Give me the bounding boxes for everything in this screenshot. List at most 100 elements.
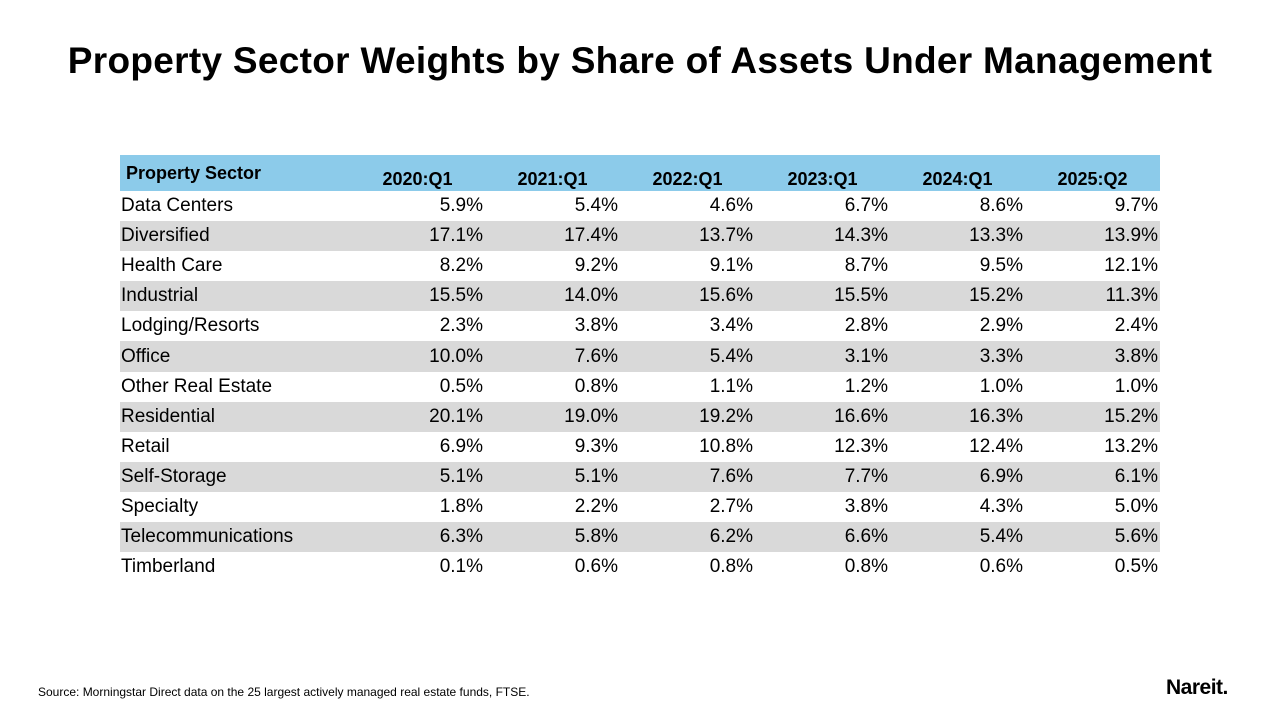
sector-label: Lodging/Resorts: [121, 315, 260, 337]
value-cell: 19.0%: [485, 401, 620, 432]
value-cell: 15.5%: [350, 281, 485, 312]
table-row: Data Centers 5.9% 5.4% 4.6% 6.7% 8.6% 9.7%: [120, 191, 1160, 221]
table-row: Retail 6.9% 9.3% 10.8% 12.3% 12.4% 13.2%: [120, 432, 1160, 462]
value-cell: 15.6%: [620, 281, 755, 312]
table-row: Diversified 17.1% 17.4% 13.7% 14.3% 13.3% 13.9…: [120, 221, 1160, 252]
value-cell: 0.8%: [844, 556, 888, 578]
column-header-period: 2020:Q1: [350, 155, 485, 191]
table-header-row: Property Sector 2020:Q1 2021:Q1 2022:Q1 2023…: [120, 155, 1160, 191]
value-cell: 16.3%: [890, 401, 1025, 432]
value-cell: 1.1%: [709, 375, 753, 397]
value-cell: 0.8%: [709, 556, 753, 578]
value-cell: 5.9%: [439, 195, 483, 217]
value-cell: 9.7%: [1114, 195, 1158, 217]
sector-label: Other Real Estate: [121, 375, 273, 397]
sector-weights-table: Property Sector 2020:Q1 2021:Q1 2022:Q1 2023…: [120, 155, 1160, 582]
value-cell: 12.4%: [969, 435, 1023, 457]
value-cell: 14.3%: [755, 221, 890, 252]
value-cell: 2.4%: [1114, 315, 1158, 337]
value-cell: 19.2%: [620, 401, 755, 432]
value-cell: 16.6%: [755, 401, 890, 432]
column-header-period: 2025:Q2: [1025, 155, 1160, 191]
column-header-sector: Property Sector: [120, 155, 350, 191]
value-cell: 8.7%: [844, 255, 888, 277]
sector-label: Diversified: [120, 221, 350, 252]
value-cell: 0.8%: [574, 375, 618, 397]
value-cell: 6.9%: [890, 461, 1025, 492]
value-cell: 13.9%: [1025, 221, 1160, 252]
value-cell: 13.3%: [890, 221, 1025, 252]
value-cell: 6.1%: [1025, 461, 1160, 492]
column-header-period: 2024:Q1: [890, 155, 1025, 191]
value-cell: 1.0%: [979, 375, 1023, 397]
value-cell: 3.8%: [1025, 341, 1160, 372]
value-cell: 13.7%: [620, 221, 755, 252]
value-cell: 5.8%: [485, 522, 620, 553]
value-cell: 0.1%: [439, 556, 483, 578]
value-cell: 3.1%: [755, 341, 890, 372]
value-cell: 5.6%: [1025, 522, 1160, 553]
value-cell: 17.4%: [485, 221, 620, 252]
value-cell: 6.6%: [755, 522, 890, 553]
value-cell: 5.0%: [1114, 495, 1158, 517]
value-cell: 4.3%: [979, 495, 1023, 517]
value-cell: 10.0%: [350, 341, 485, 372]
value-cell: 2.9%: [979, 315, 1023, 337]
value-cell: 15.5%: [755, 281, 890, 312]
table-row: Other Real Estate 0.5% 0.8% 1.1% 1.2% 1.0% 1.0…: [120, 372, 1160, 402]
sector-label: Specialty: [121, 495, 199, 517]
value-cell: 13.2%: [1104, 435, 1158, 457]
value-cell: 2.3%: [439, 315, 483, 337]
sector-label: Self-Storage: [120, 461, 350, 492]
value-cell: 4.6%: [709, 195, 753, 217]
value-cell: 3.3%: [890, 341, 1025, 372]
value-cell: 6.7%: [844, 195, 888, 217]
value-cell: 6.2%: [620, 522, 755, 553]
table-row: Office 10.0% 7.6% 5.4% 3.1% 3.3% 3.8%: [120, 341, 1160, 372]
table-row: Telecommunications 6.3% 5.8% 6.2% 6.6% 5.4% 5.…: [120, 522, 1160, 553]
table-row: Self-Storage 5.1% 5.1% 7.6% 7.7% 6.9% 6.1%: [120, 461, 1160, 492]
value-cell: 9.2%: [574, 255, 618, 277]
value-cell: 15.2%: [890, 281, 1025, 312]
value-cell: 7.7%: [755, 461, 890, 492]
value-cell: 7.6%: [485, 341, 620, 372]
value-cell: 9.3%: [574, 435, 618, 457]
table-body: Data Centers 5.9% 5.4% 4.6% 6.7% 8.6% 9.7% Dive…: [120, 191, 1160, 582]
table-row: Lodging/Resorts 2.3% 3.8% 3.4% 2.8% 2.9% 2.4%: [120, 311, 1160, 341]
value-cell: 1.0%: [1114, 375, 1158, 397]
table-row: Industrial 15.5% 14.0% 15.6% 15.5% 15.2% 11.3%: [120, 281, 1160, 312]
value-cell: 17.1%: [350, 221, 485, 252]
value-cell: 3.8%: [574, 315, 618, 337]
value-cell: 1.2%: [844, 375, 888, 397]
value-cell: 11.3%: [1025, 281, 1160, 312]
value-cell: 0.6%: [574, 556, 618, 578]
value-cell: 5.4%: [890, 522, 1025, 553]
column-header-period: 2021:Q1: [485, 155, 620, 191]
value-cell: 8.6%: [979, 195, 1023, 217]
table-row: Residential 20.1% 19.0% 19.2% 16.6% 16.3% 15.2…: [120, 401, 1160, 432]
value-cell: 2.7%: [709, 495, 753, 517]
sector-label: Retail: [121, 435, 170, 457]
table-row: Health Care 8.2% 9.2% 9.1% 8.7% 9.5% 12.1%: [120, 251, 1160, 281]
value-cell: 14.0%: [485, 281, 620, 312]
value-cell: 3.8%: [844, 495, 888, 517]
column-header-period: 2022:Q1: [620, 155, 755, 191]
value-cell: 0.6%: [979, 556, 1023, 578]
value-cell: 5.4%: [620, 341, 755, 372]
column-header-period: 2023:Q1: [755, 155, 890, 191]
value-cell: 7.6%: [620, 461, 755, 492]
value-cell: 6.9%: [439, 435, 483, 457]
table-row: Specialty 1.8% 2.2% 2.7% 3.8% 4.3% 5.0%: [120, 492, 1160, 522]
value-cell: 9.1%: [709, 255, 753, 277]
table-row: Timberland 0.1% 0.6% 0.8% 0.8% 0.6% 0.5%: [120, 552, 1160, 582]
value-cell: 20.1%: [350, 401, 485, 432]
sector-label: Office: [120, 341, 350, 372]
value-cell: 3.4%: [709, 315, 753, 337]
value-cell: 8.2%: [439, 255, 483, 277]
value-cell: 0.5%: [1114, 556, 1158, 578]
value-cell: 1.8%: [439, 495, 483, 517]
sector-label: Industrial: [120, 281, 350, 312]
sector-label: Timberland: [121, 556, 216, 578]
value-cell: 10.8%: [699, 435, 753, 457]
value-cell: 5.4%: [574, 195, 618, 217]
